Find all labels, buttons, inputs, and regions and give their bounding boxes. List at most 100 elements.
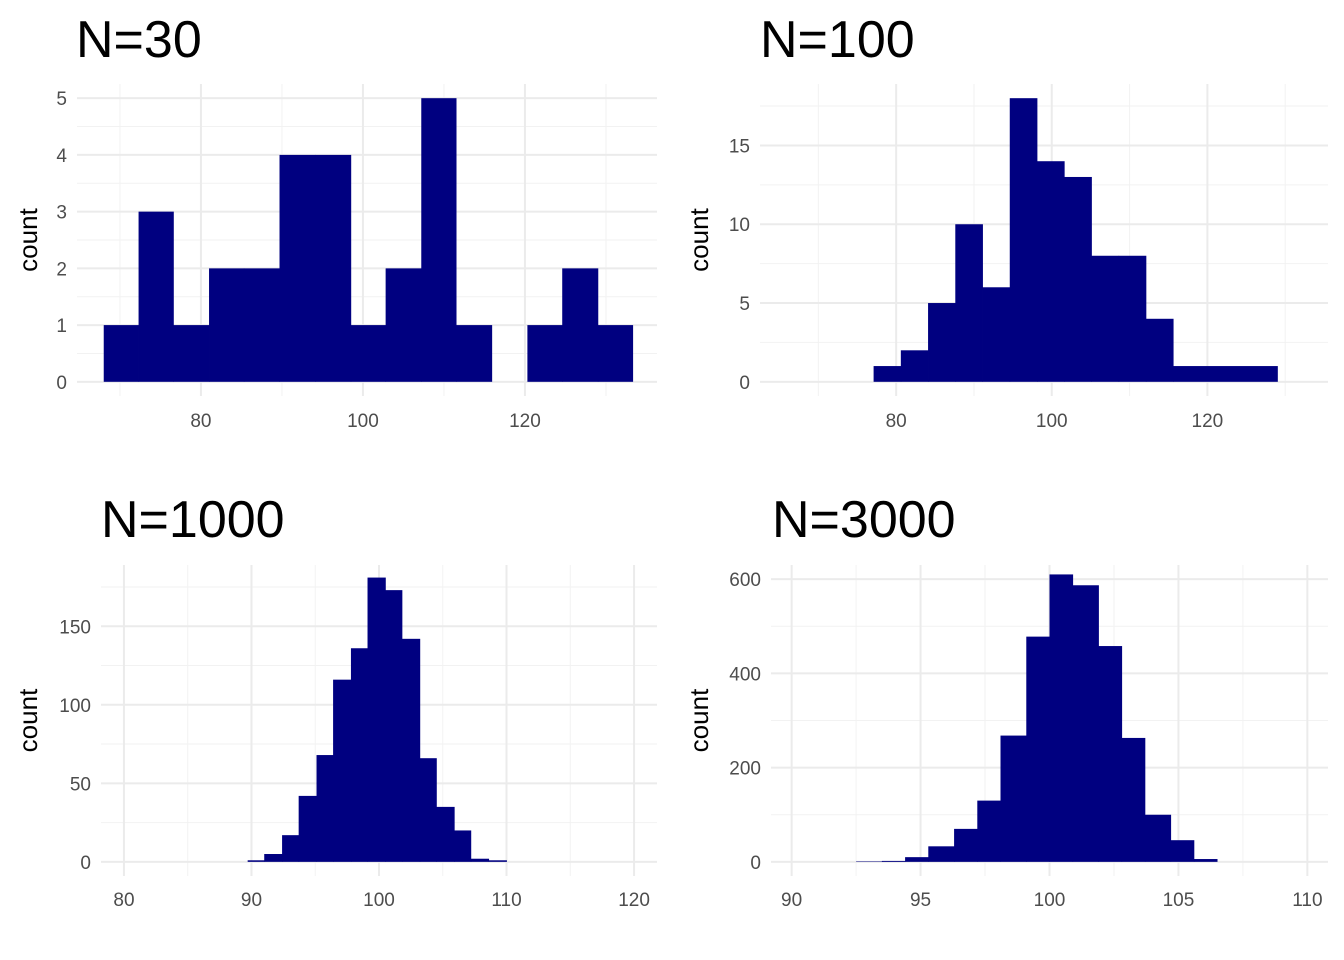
panel-3: 0 50 100 150 80 90 100 110 120 count N=1000 xyxy=(13,491,657,911)
histogram-bar xyxy=(928,303,956,382)
histogram-bar xyxy=(1000,735,1027,862)
histogram-bar xyxy=(470,858,490,862)
y-tick-label: 50 xyxy=(70,774,91,795)
x-tick-label: 100 xyxy=(363,890,395,911)
histogram-bar xyxy=(562,268,599,382)
histogram-bar xyxy=(928,846,955,862)
histogram-bar xyxy=(1118,255,1147,382)
histogram-bar xyxy=(982,287,1011,382)
histogram-bar xyxy=(436,806,455,862)
histogram-bar xyxy=(367,577,386,862)
y-tick-label: 600 xyxy=(729,570,761,591)
y-tick-label: 0 xyxy=(80,853,91,874)
histogram-bar xyxy=(264,854,283,862)
x-tick-label: 80 xyxy=(113,890,134,911)
x-tick-label: 80 xyxy=(886,411,907,432)
histogram-bar xyxy=(1145,318,1174,382)
histogram-bar xyxy=(1049,574,1074,862)
histogram-bar xyxy=(1121,737,1146,862)
histogram-bar xyxy=(527,325,563,382)
histogram-bar xyxy=(173,325,210,382)
y-tick-label: 5 xyxy=(739,294,750,315)
panel-1: 0 1 2 3 4 5 80 100 120 count N=30 xyxy=(13,11,657,432)
y-axis-label: count xyxy=(13,207,43,271)
histogram-bar xyxy=(977,800,1001,862)
histogram-bar xyxy=(333,679,352,862)
y-tick-label: 5 xyxy=(56,89,67,110)
x-tick-label: 100 xyxy=(1034,890,1066,911)
x-tick-label: 110 xyxy=(491,890,521,911)
histogram-bar xyxy=(103,325,139,382)
y-tick-label: 4 xyxy=(56,146,67,167)
panel-title: N=3000 xyxy=(772,491,956,549)
histogram-bar xyxy=(1072,585,1099,862)
x-tick-label: 90 xyxy=(781,890,802,911)
histogram-bar xyxy=(1098,646,1123,862)
histogram-bar xyxy=(1036,161,1065,382)
y-tick-label: 2 xyxy=(56,259,67,280)
histogram-bar xyxy=(316,755,334,862)
histogram-bar xyxy=(385,268,422,382)
y-tick-label: 0 xyxy=(56,373,67,394)
histogram-bar xyxy=(1026,636,1050,862)
y-tick-label: 150 xyxy=(59,617,91,638)
panel-2: 0 5 10 15 80 100 120 count N=100 xyxy=(684,11,1328,432)
histogram-bar xyxy=(1193,859,1218,862)
histogram-bar xyxy=(279,154,316,382)
y-tick-label: 3 xyxy=(56,203,67,224)
histogram-bar xyxy=(1064,176,1092,382)
histogram-bar xyxy=(350,648,368,862)
x-tick-label: 100 xyxy=(1036,411,1068,432)
x-tick-label: 95 xyxy=(910,890,931,911)
histogram-bar xyxy=(454,830,472,862)
x-tick-label: 80 xyxy=(190,411,211,432)
histogram-bar xyxy=(401,638,421,862)
y-tick-label: 1 xyxy=(56,316,67,337)
y-tick-label: 400 xyxy=(729,664,761,685)
x-tick-label: 100 xyxy=(347,411,379,432)
y-axis-label: count xyxy=(13,688,43,752)
y-tick-label: 100 xyxy=(59,696,91,717)
histogram-bar xyxy=(298,795,317,862)
y-axis-label: count xyxy=(684,207,714,271)
x-tick-label: 90 xyxy=(241,890,262,911)
x-tick-label: 120 xyxy=(618,890,650,911)
y-axis-label: count xyxy=(684,688,714,752)
y-tick-label: 15 xyxy=(729,136,750,157)
histogram-bar xyxy=(209,268,245,382)
y-tick-label: 200 xyxy=(729,759,761,780)
histogram-bar xyxy=(954,828,978,862)
histogram-bar xyxy=(456,325,493,382)
histogram-bar xyxy=(900,350,929,382)
histogram-bar xyxy=(247,860,265,862)
histogram-bar xyxy=(419,758,437,862)
x-tick-label: 110 xyxy=(1292,890,1322,911)
histogram-bar xyxy=(243,268,280,382)
histogram-bar xyxy=(1091,255,1120,382)
histogram-bar xyxy=(282,835,300,862)
histogram-bar xyxy=(881,860,906,862)
y-tick-label: 0 xyxy=(739,373,750,394)
histogram-bar xyxy=(597,325,634,382)
histogram-bar xyxy=(905,857,929,862)
histogram-bar xyxy=(315,154,352,382)
histogram-bar xyxy=(1009,98,1038,382)
panel-title: N=1000 xyxy=(101,491,285,549)
histogram-bar xyxy=(1170,840,1195,862)
y-tick-label: 10 xyxy=(729,215,750,236)
histogram-bar xyxy=(421,98,457,382)
histogram-bar xyxy=(138,211,174,382)
histogram-bar xyxy=(873,366,902,382)
histogram-bar xyxy=(385,590,403,862)
panel-4: 0 200 400 600 90 95 100 105 110 count N=3000 xyxy=(684,491,1328,911)
histogram-bar xyxy=(350,325,387,382)
histogram-bar xyxy=(488,860,507,862)
x-tick-label: 105 xyxy=(1163,890,1195,911)
x-tick-label: 120 xyxy=(509,411,541,432)
x-tick-label: 120 xyxy=(1192,411,1224,432)
panel-title: N=30 xyxy=(76,11,202,69)
histogram-bar xyxy=(1144,814,1172,862)
histogram-bar xyxy=(1173,366,1278,382)
panel-title: N=100 xyxy=(760,11,915,69)
